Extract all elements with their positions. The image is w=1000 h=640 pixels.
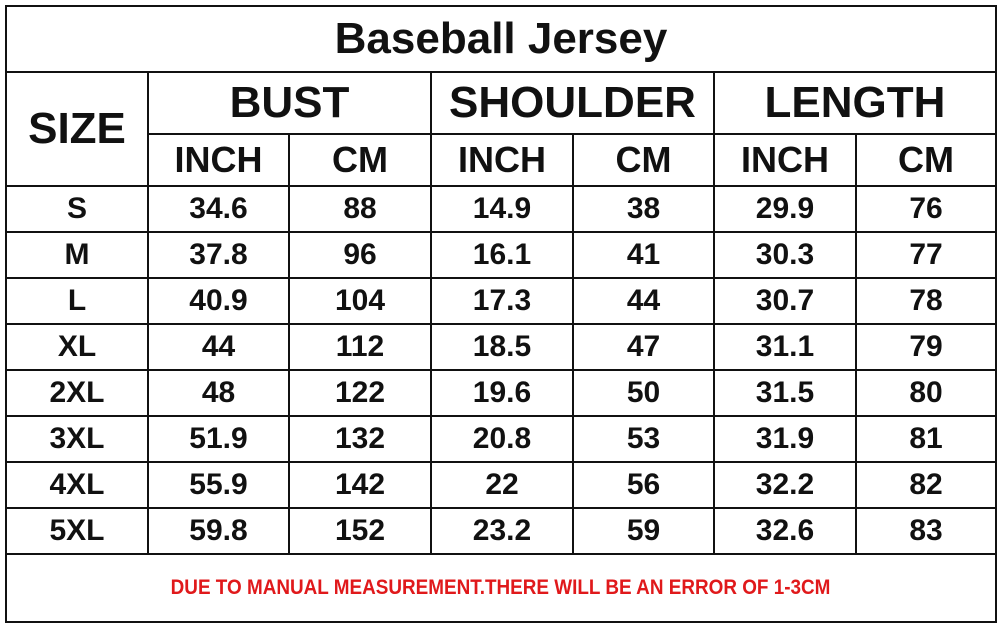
- value-cell: 152: [288, 507, 432, 555]
- unit-header: CM: [855, 133, 997, 187]
- table-row: 4XL 55.9 142 22 56 32.2 82: [5, 461, 997, 509]
- value-cell: 30.7: [713, 277, 857, 325]
- value-cell: 14.9: [430, 185, 574, 233]
- value-cell: 96: [288, 231, 432, 279]
- value-cell: 112: [288, 323, 432, 371]
- size-cell: 3XL: [5, 415, 149, 463]
- table-row: L 40.9 104 17.3 44 30.7 78: [5, 277, 997, 325]
- table-row: 3XL 51.9 132 20.8 53 31.9 81: [5, 415, 997, 463]
- value-cell: 59: [572, 507, 715, 555]
- value-cell: 44: [572, 277, 715, 325]
- size-header: SIZE: [5, 71, 149, 187]
- table-row: 2XL 48 122 19.6 50 31.5 80: [5, 369, 997, 417]
- value-cell: 20.8: [430, 415, 574, 463]
- measurement-note: DUE TO MANUAL MEASUREMENT.THERE WILL BE …: [5, 553, 997, 623]
- chart-title: Baseball Jersey: [5, 5, 997, 73]
- unit-header: INCH: [430, 133, 574, 187]
- unit-header: CM: [572, 133, 715, 187]
- value-cell: 16.1: [430, 231, 574, 279]
- value-cell: 23.2: [430, 507, 574, 555]
- shoulder-header: SHOULDER: [430, 71, 715, 135]
- value-cell: 81: [855, 415, 997, 463]
- value-cell: 31.1: [713, 323, 857, 371]
- value-cell: 29.9: [713, 185, 857, 233]
- value-cell: 50: [572, 369, 715, 417]
- size-cell: 2XL: [5, 369, 149, 417]
- size-cell: L: [5, 277, 149, 325]
- size-cell: S: [5, 185, 149, 233]
- value-cell: 56: [572, 461, 715, 509]
- value-cell: 142: [288, 461, 432, 509]
- unit-header: INCH: [713, 133, 857, 187]
- value-cell: 18.5: [430, 323, 574, 371]
- value-cell: 48: [147, 369, 290, 417]
- value-cell: 104: [288, 277, 432, 325]
- table-row: 5XL 59.8 152 23.2 59 32.6 83: [5, 507, 997, 555]
- value-cell: 132: [288, 415, 432, 463]
- value-cell: 83: [855, 507, 997, 555]
- unit-header: CM: [288, 133, 432, 187]
- size-chart-table: Baseball Jersey SIZE BUST SHOULDER LENGT…: [5, 5, 997, 623]
- value-cell: 22: [430, 461, 574, 509]
- value-cell: 44: [147, 323, 290, 371]
- length-header: LENGTH: [713, 71, 997, 135]
- value-cell: 40.9: [147, 277, 290, 325]
- value-cell: 77: [855, 231, 997, 279]
- table-row: S 34.6 88 14.9 38 29.9 76: [5, 185, 997, 233]
- value-cell: 80: [855, 369, 997, 417]
- value-cell: 59.8: [147, 507, 290, 555]
- value-cell: 51.9: [147, 415, 290, 463]
- table-row: XL 44 112 18.5 47 31.1 79: [5, 323, 997, 371]
- unit-header: INCH: [147, 133, 290, 187]
- value-cell: 41: [572, 231, 715, 279]
- value-cell: 31.5: [713, 369, 857, 417]
- value-cell: 32.2: [713, 461, 857, 509]
- size-cell: 4XL: [5, 461, 149, 509]
- value-cell: 38: [572, 185, 715, 233]
- value-cell: 122: [288, 369, 432, 417]
- value-cell: 82: [855, 461, 997, 509]
- value-cell: 37.8: [147, 231, 290, 279]
- value-cell: 47: [572, 323, 715, 371]
- value-cell: 30.3: [713, 231, 857, 279]
- size-cell: XL: [5, 323, 149, 371]
- size-cell: M: [5, 231, 149, 279]
- value-cell: 17.3: [430, 277, 574, 325]
- value-cell: 79: [855, 323, 997, 371]
- value-cell: 88: [288, 185, 432, 233]
- value-cell: 31.9: [713, 415, 857, 463]
- value-cell: 76: [855, 185, 997, 233]
- measurement-note-text: DUE TO MANUAL MEASUREMENT.THERE WILL BE …: [171, 576, 831, 599]
- value-cell: 32.6: [713, 507, 857, 555]
- value-cell: 55.9: [147, 461, 290, 509]
- size-cell: 5XL: [5, 507, 149, 555]
- value-cell: 34.6: [147, 185, 290, 233]
- value-cell: 19.6: [430, 369, 574, 417]
- value-cell: 53: [572, 415, 715, 463]
- bust-header: BUST: [147, 71, 432, 135]
- table-row: M 37.8 96 16.1 41 30.3 77: [5, 231, 997, 279]
- value-cell: 78: [855, 277, 997, 325]
